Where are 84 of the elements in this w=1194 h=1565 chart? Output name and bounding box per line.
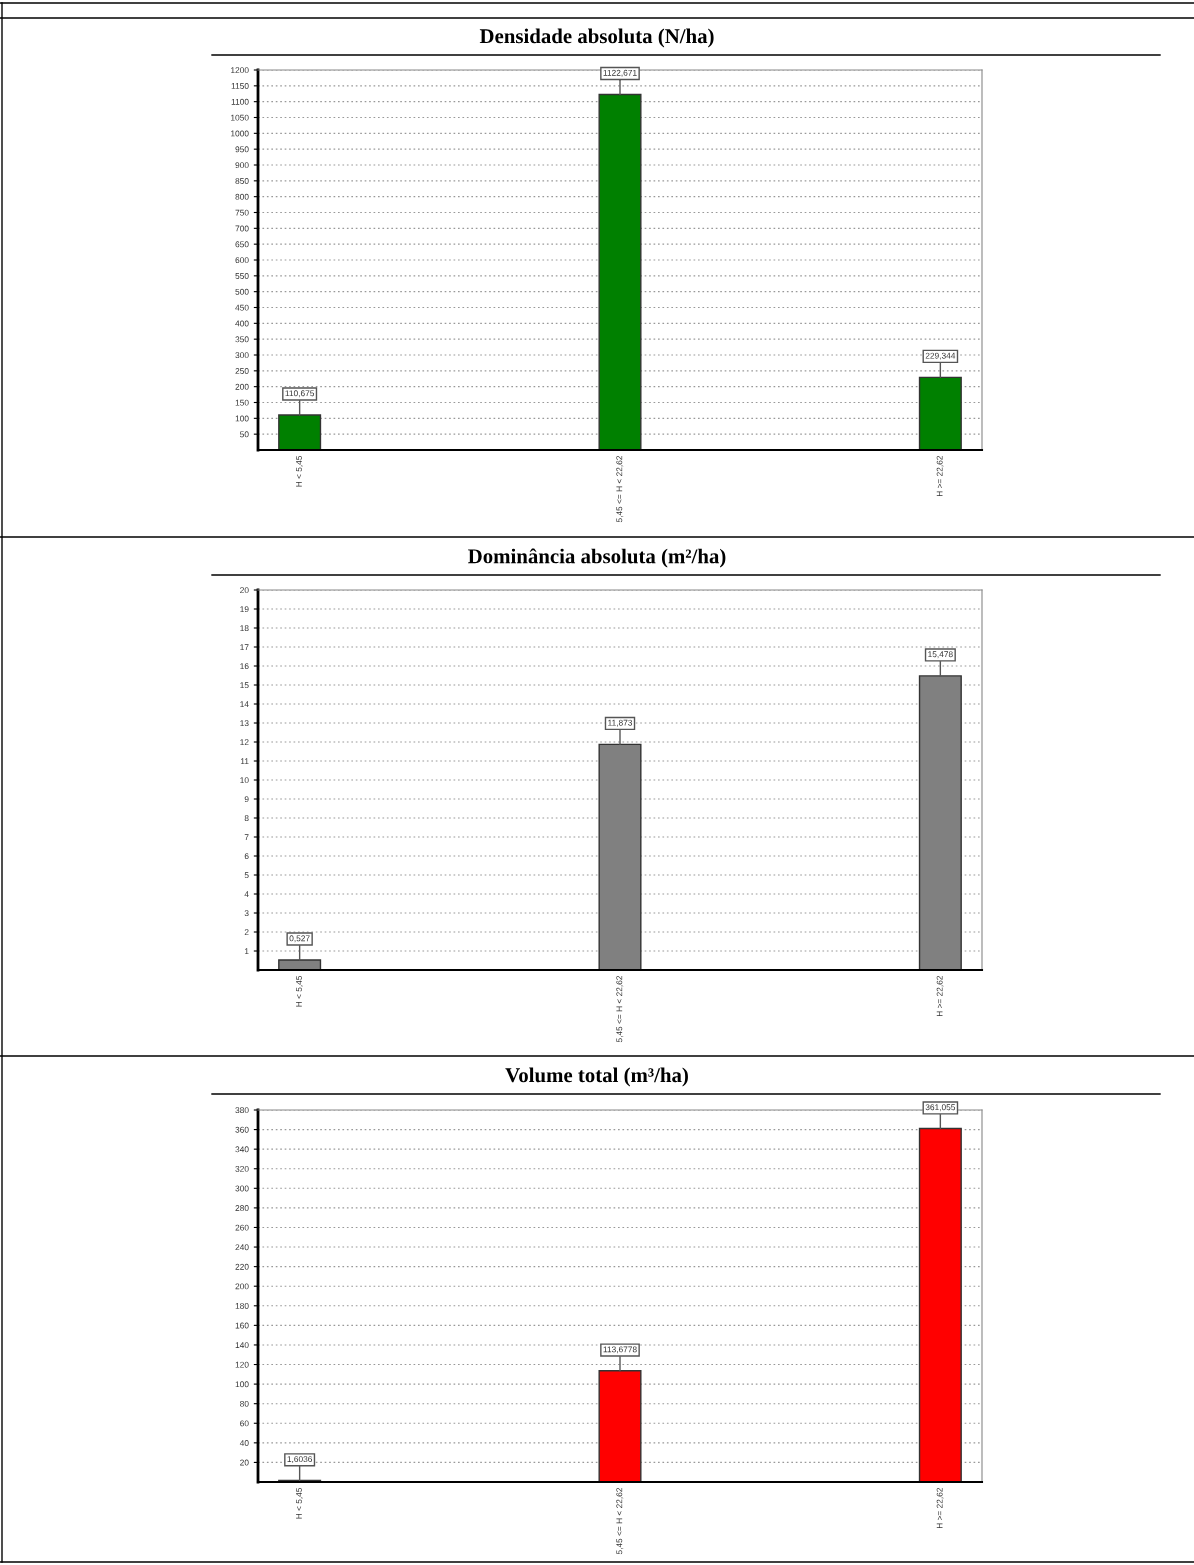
y-tick-label: 900 (235, 162, 249, 169)
y-tick-label: 320 (235, 1165, 249, 1172)
y-tick-label: 15 (240, 682, 249, 689)
data-label: 1,6036 (287, 1456, 313, 1464)
y-tick-label: 280 (235, 1205, 249, 1211)
x-tick-label: 5,45 <= H < 22,62 (616, 455, 624, 523)
y-tick-label: 200 (235, 1283, 249, 1290)
y-tick-label: 550 (235, 273, 249, 279)
y-tick-label: 300 (235, 352, 249, 359)
x-tick-label: H < 5,45 (296, 1487, 303, 1519)
data-label: 15,478 (928, 651, 953, 659)
y-tick-label: 3 (244, 910, 249, 917)
data-label: 113,6778 (603, 1346, 637, 1354)
x-tick-label: 5,45 <= H < 22,62 (616, 975, 624, 1043)
data-label: 0,527 (289, 935, 310, 943)
y-tick-label: 150 (235, 399, 249, 406)
y-tick-label: 140 (235, 1342, 249, 1349)
y-tick-label: 160 (235, 1322, 249, 1329)
y-tick-label: 500 (235, 288, 249, 295)
y-tick-label: 8 (244, 815, 249, 822)
y-tick-label: 1 (244, 948, 249, 955)
data-label: 1122,671 (603, 69, 637, 77)
y-tick-label: 260 (235, 1224, 249, 1231)
y-tick-label: 380 (235, 1107, 249, 1114)
y-tick-label: 750 (235, 209, 249, 216)
y-tick-label: 100 (235, 1381, 249, 1388)
y-tick-label: 4 (244, 891, 249, 898)
y-tick-label: 1050 (231, 114, 249, 121)
y-tick-label: 2 (244, 929, 249, 936)
y-tick-label: 1150 (231, 83, 249, 89)
y-tick-label: 650 (235, 241, 249, 248)
y-tick-label: 120 (235, 1361, 249, 1368)
y-tick-label: 19 (240, 606, 249, 613)
chart-title: Dominância absoluta (m²/ha) (468, 548, 726, 568)
x-tick-label: H < 5,45 (296, 455, 303, 487)
x-tick-label: H >= 22,62 (936, 455, 944, 497)
y-tick-label: 7 (244, 834, 249, 841)
y-tick-label: 12 (240, 739, 249, 746)
y-tick-label: 180 (235, 1302, 249, 1309)
y-tick-label: 6 (244, 853, 249, 860)
y-tick-label: 80 (240, 1400, 249, 1407)
y-tick-label: 850 (235, 178, 249, 184)
y-tick-label: 40 (239, 1440, 249, 1446)
y-tick-label: 350 (235, 336, 249, 343)
y-tick-label: 400 (235, 320, 249, 327)
y-tick-label: 240 (235, 1244, 249, 1251)
y-tick-label: 20 (240, 1459, 249, 1466)
y-tick-label: 14 (240, 701, 249, 708)
y-tick-label: 60 (240, 1420, 249, 1427)
y-tick-label: 450 (235, 304, 249, 311)
y-tick-label: 340 (235, 1146, 249, 1153)
y-tick-label: 17 (240, 644, 249, 651)
chart-title: Volume total (m³/ha) (505, 1067, 688, 1087)
y-tick-label: 16 (240, 663, 249, 670)
data-label: 110,675 (285, 390, 315, 398)
y-tick-label: 18 (240, 625, 249, 632)
y-tick-label: 220 (235, 1263, 249, 1270)
data-label: 229,344 (925, 352, 956, 360)
x-tick-label: H >= 22,62 (936, 1487, 944, 1529)
y-tick-label: 5 (244, 872, 249, 879)
y-tick-label: 1100 (231, 98, 249, 105)
y-tick-label: 10 (240, 777, 249, 784)
y-tick-label: 700 (235, 225, 249, 232)
data-label: 361,055 (925, 1104, 956, 1112)
y-tick-label: 250 (235, 368, 249, 374)
y-tick-label: 950 (235, 146, 249, 153)
y-tick-label: 300 (235, 1185, 249, 1192)
x-tick-label: H < 5,45 (296, 975, 303, 1007)
y-tick-label: 13 (240, 720, 249, 727)
chart-title: Densidade absoluta (N/ha) (479, 28, 714, 48)
y-tick-label: 20 (240, 587, 249, 594)
y-tick-label: 600 (235, 257, 249, 264)
y-tick-label: 100 (235, 415, 249, 422)
data-label: 11,873 (608, 719, 633, 727)
y-tick-label: 1200 (231, 67, 249, 74)
y-tick-label: 1000 (231, 130, 249, 137)
x-tick-label: 5,45 <= H < 22,62 (616, 1487, 624, 1555)
y-tick-label: 200 (235, 383, 249, 390)
y-tick-label: 11 (240, 758, 249, 765)
y-tick-label: 9 (244, 796, 249, 803)
y-tick-label: 800 (235, 193, 249, 200)
x-tick-label: H >= 22,62 (936, 975, 944, 1017)
y-tick-label: 360 (235, 1126, 249, 1133)
y-tick-label: 50 (240, 431, 249, 438)
